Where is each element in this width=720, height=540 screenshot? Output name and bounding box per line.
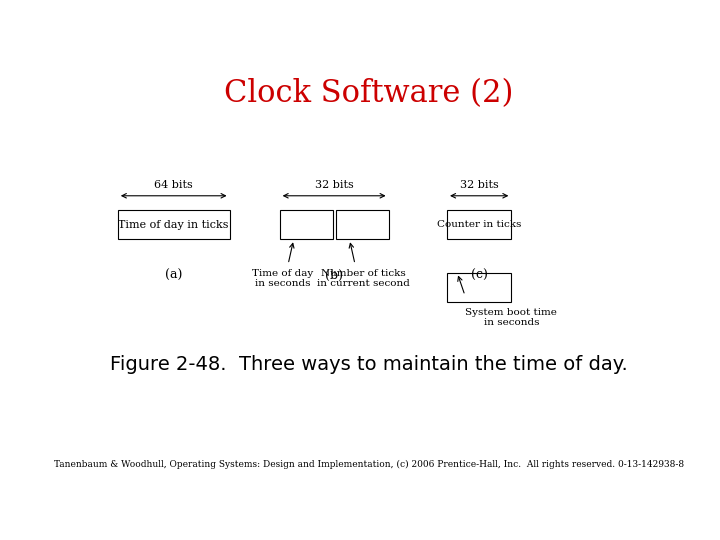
Text: (b): (b) [325,268,343,281]
Text: Time of day in ticks: Time of day in ticks [119,220,229,230]
Text: Number of ticks
in current second: Number of ticks in current second [317,268,410,288]
Text: System boot time
in seconds: System boot time in seconds [465,308,557,327]
Bar [336,211,389,239]
Bar [118,211,230,239]
Text: 64 bits: 64 bits [154,179,193,190]
Text: Time of day
in seconds: Time of day in seconds [252,268,313,288]
Text: Counter in ticks: Counter in ticks [437,220,521,230]
Bar [280,211,333,239]
Text: 32 bits: 32 bits [315,179,354,190]
Bar [447,211,511,239]
Bar [447,273,511,302]
Text: (c): (c) [471,268,488,281]
Text: (a): (a) [165,268,182,281]
Text: Tanenbaum & Woodhull, Operating Systems: Design and Implementation, (c) 2006 Pre: Tanenbaum & Woodhull, Operating Systems:… [54,460,684,469]
Text: 32 bits: 32 bits [460,179,498,190]
Text: Figure 2-48.  Three ways to maintain the time of day.: Figure 2-48. Three ways to maintain the … [110,355,628,374]
Text: Clock Software (2): Clock Software (2) [225,78,513,110]
